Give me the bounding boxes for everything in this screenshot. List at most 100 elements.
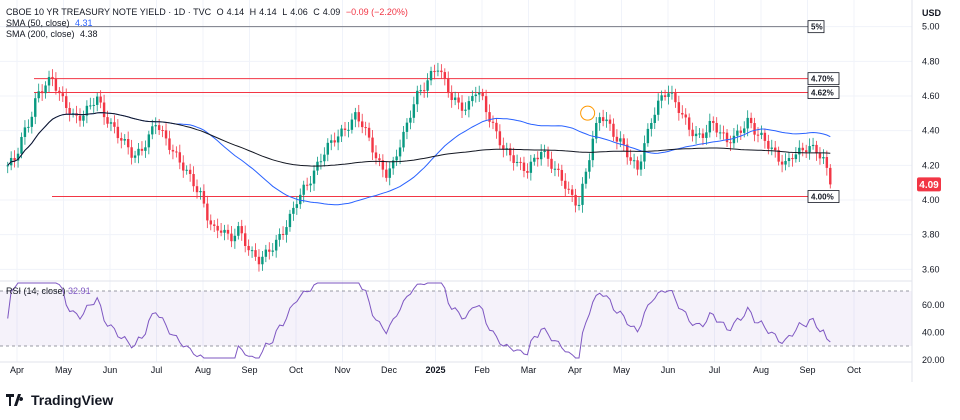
candle-body	[515, 161, 519, 163]
candle-body	[646, 128, 650, 144]
candle-body	[199, 191, 202, 193]
rsi-band	[0, 291, 912, 346]
candle-body	[82, 115, 85, 121]
candle-body	[708, 120, 712, 133]
candle-body	[40, 91, 44, 94]
candle-body	[271, 250, 274, 252]
candle-body	[756, 134, 760, 136]
candle-body	[574, 194, 577, 206]
candle-body	[729, 142, 732, 144]
candle-body	[6, 165, 9, 167]
candle-body	[629, 157, 632, 161]
x-tick-label: Mar	[521, 365, 537, 375]
candle-body	[47, 76, 51, 86]
candle-body	[705, 132, 708, 138]
candle-body	[140, 148, 144, 151]
candle-body	[481, 92, 484, 97]
candle-body	[780, 161, 784, 165]
last-price-label: 4.09	[919, 180, 939, 191]
candle-body	[749, 117, 753, 124]
candle-body	[388, 168, 391, 178]
x-tick-label: Sep	[799, 365, 815, 375]
x-tick-label: Jul	[709, 365, 721, 375]
candle-body	[636, 160, 639, 170]
x-tick-label: Apr	[10, 365, 24, 375]
x-tick-label: Jul	[151, 365, 163, 375]
candle-body	[815, 144, 818, 154]
candle-body	[767, 140, 770, 149]
candle-body	[770, 147, 773, 149]
candle-body	[722, 132, 725, 134]
candle-body	[560, 169, 564, 181]
candle-body	[164, 130, 168, 139]
rsi-line	[7, 282, 831, 359]
candle-body	[188, 169, 192, 175]
rsi-legend[interactable]: RSI (14, close) 32.91	[6, 286, 91, 296]
candle-body	[213, 224, 216, 226]
candle-body	[409, 117, 412, 123]
candle-body	[412, 104, 416, 118]
currency-label: USD	[922, 8, 942, 18]
candle-body	[615, 136, 619, 142]
candle-body	[546, 150, 550, 159]
candle-body	[243, 233, 247, 246]
candle-body	[257, 256, 261, 265]
candle-body	[78, 115, 82, 121]
candle-body	[398, 147, 402, 157]
rsi-axis: 60.00 40.00 20.00	[922, 300, 945, 365]
last-price-badge	[917, 177, 941, 192]
candle-body	[68, 107, 71, 114]
y-tick-label: 4.20	[922, 160, 940, 170]
candle-body	[663, 95, 667, 97]
candle-body	[185, 169, 188, 171]
candle-body	[16, 153, 20, 161]
sma50-legend[interactable]: SMA (50, close) 4.31	[6, 18, 96, 29]
ohlc-o-key: O	[216, 7, 224, 17]
x-tick-label: Sep	[241, 365, 257, 375]
candle-body	[230, 233, 233, 242]
candle-body	[784, 161, 787, 165]
candle-body	[464, 109, 467, 111]
candle-body	[371, 137, 374, 153]
ohlc-l-value: 4.06	[290, 7, 308, 17]
level-label-1: 4.70%	[811, 75, 834, 84]
level-label-0: 5%	[811, 23, 823, 32]
candle-body	[539, 152, 543, 160]
candle-body	[694, 133, 698, 137]
candle-body	[292, 207, 295, 214]
candle-body	[512, 155, 515, 163]
candle-body	[206, 203, 209, 221]
candle-body	[436, 70, 440, 72]
ohlc-c-value: 4.09	[322, 7, 341, 17]
sma50-label: SMA (50, close)	[6, 18, 70, 28]
sma50-line	[7, 112, 831, 206]
candle-body	[326, 142, 330, 155]
candle-body	[595, 122, 598, 139]
candlestick-series	[6, 62, 832, 272]
tradingview-logo[interactable]: TradingView	[6, 392, 113, 408]
x-tick-label: Apr	[568, 365, 582, 375]
candle-body	[126, 139, 130, 148]
candle-body	[347, 129, 350, 131]
candle-body	[378, 158, 381, 161]
candle-body	[674, 92, 677, 103]
candle-body	[312, 170, 316, 184]
candle-body	[825, 157, 829, 168]
candle-body	[553, 168, 557, 170]
sma200-legend[interactable]: SMA (200, close) 4.38	[6, 29, 101, 40]
candle-body	[471, 96, 474, 102]
candle-body	[278, 233, 281, 240]
candle-body	[416, 90, 419, 105]
candle-body	[584, 171, 588, 184]
candle-body	[178, 152, 182, 163]
candle-body	[319, 161, 323, 163]
candle-body	[588, 160, 591, 172]
candle-body	[801, 147, 804, 151]
level-label-2: 4.62%	[811, 89, 834, 98]
sma200-label: SMA (200, close)	[6, 29, 75, 39]
candle-body	[216, 225, 219, 231]
candle-body	[144, 147, 147, 151]
candle-body	[23, 127, 27, 137]
candle-body	[268, 249, 271, 252]
